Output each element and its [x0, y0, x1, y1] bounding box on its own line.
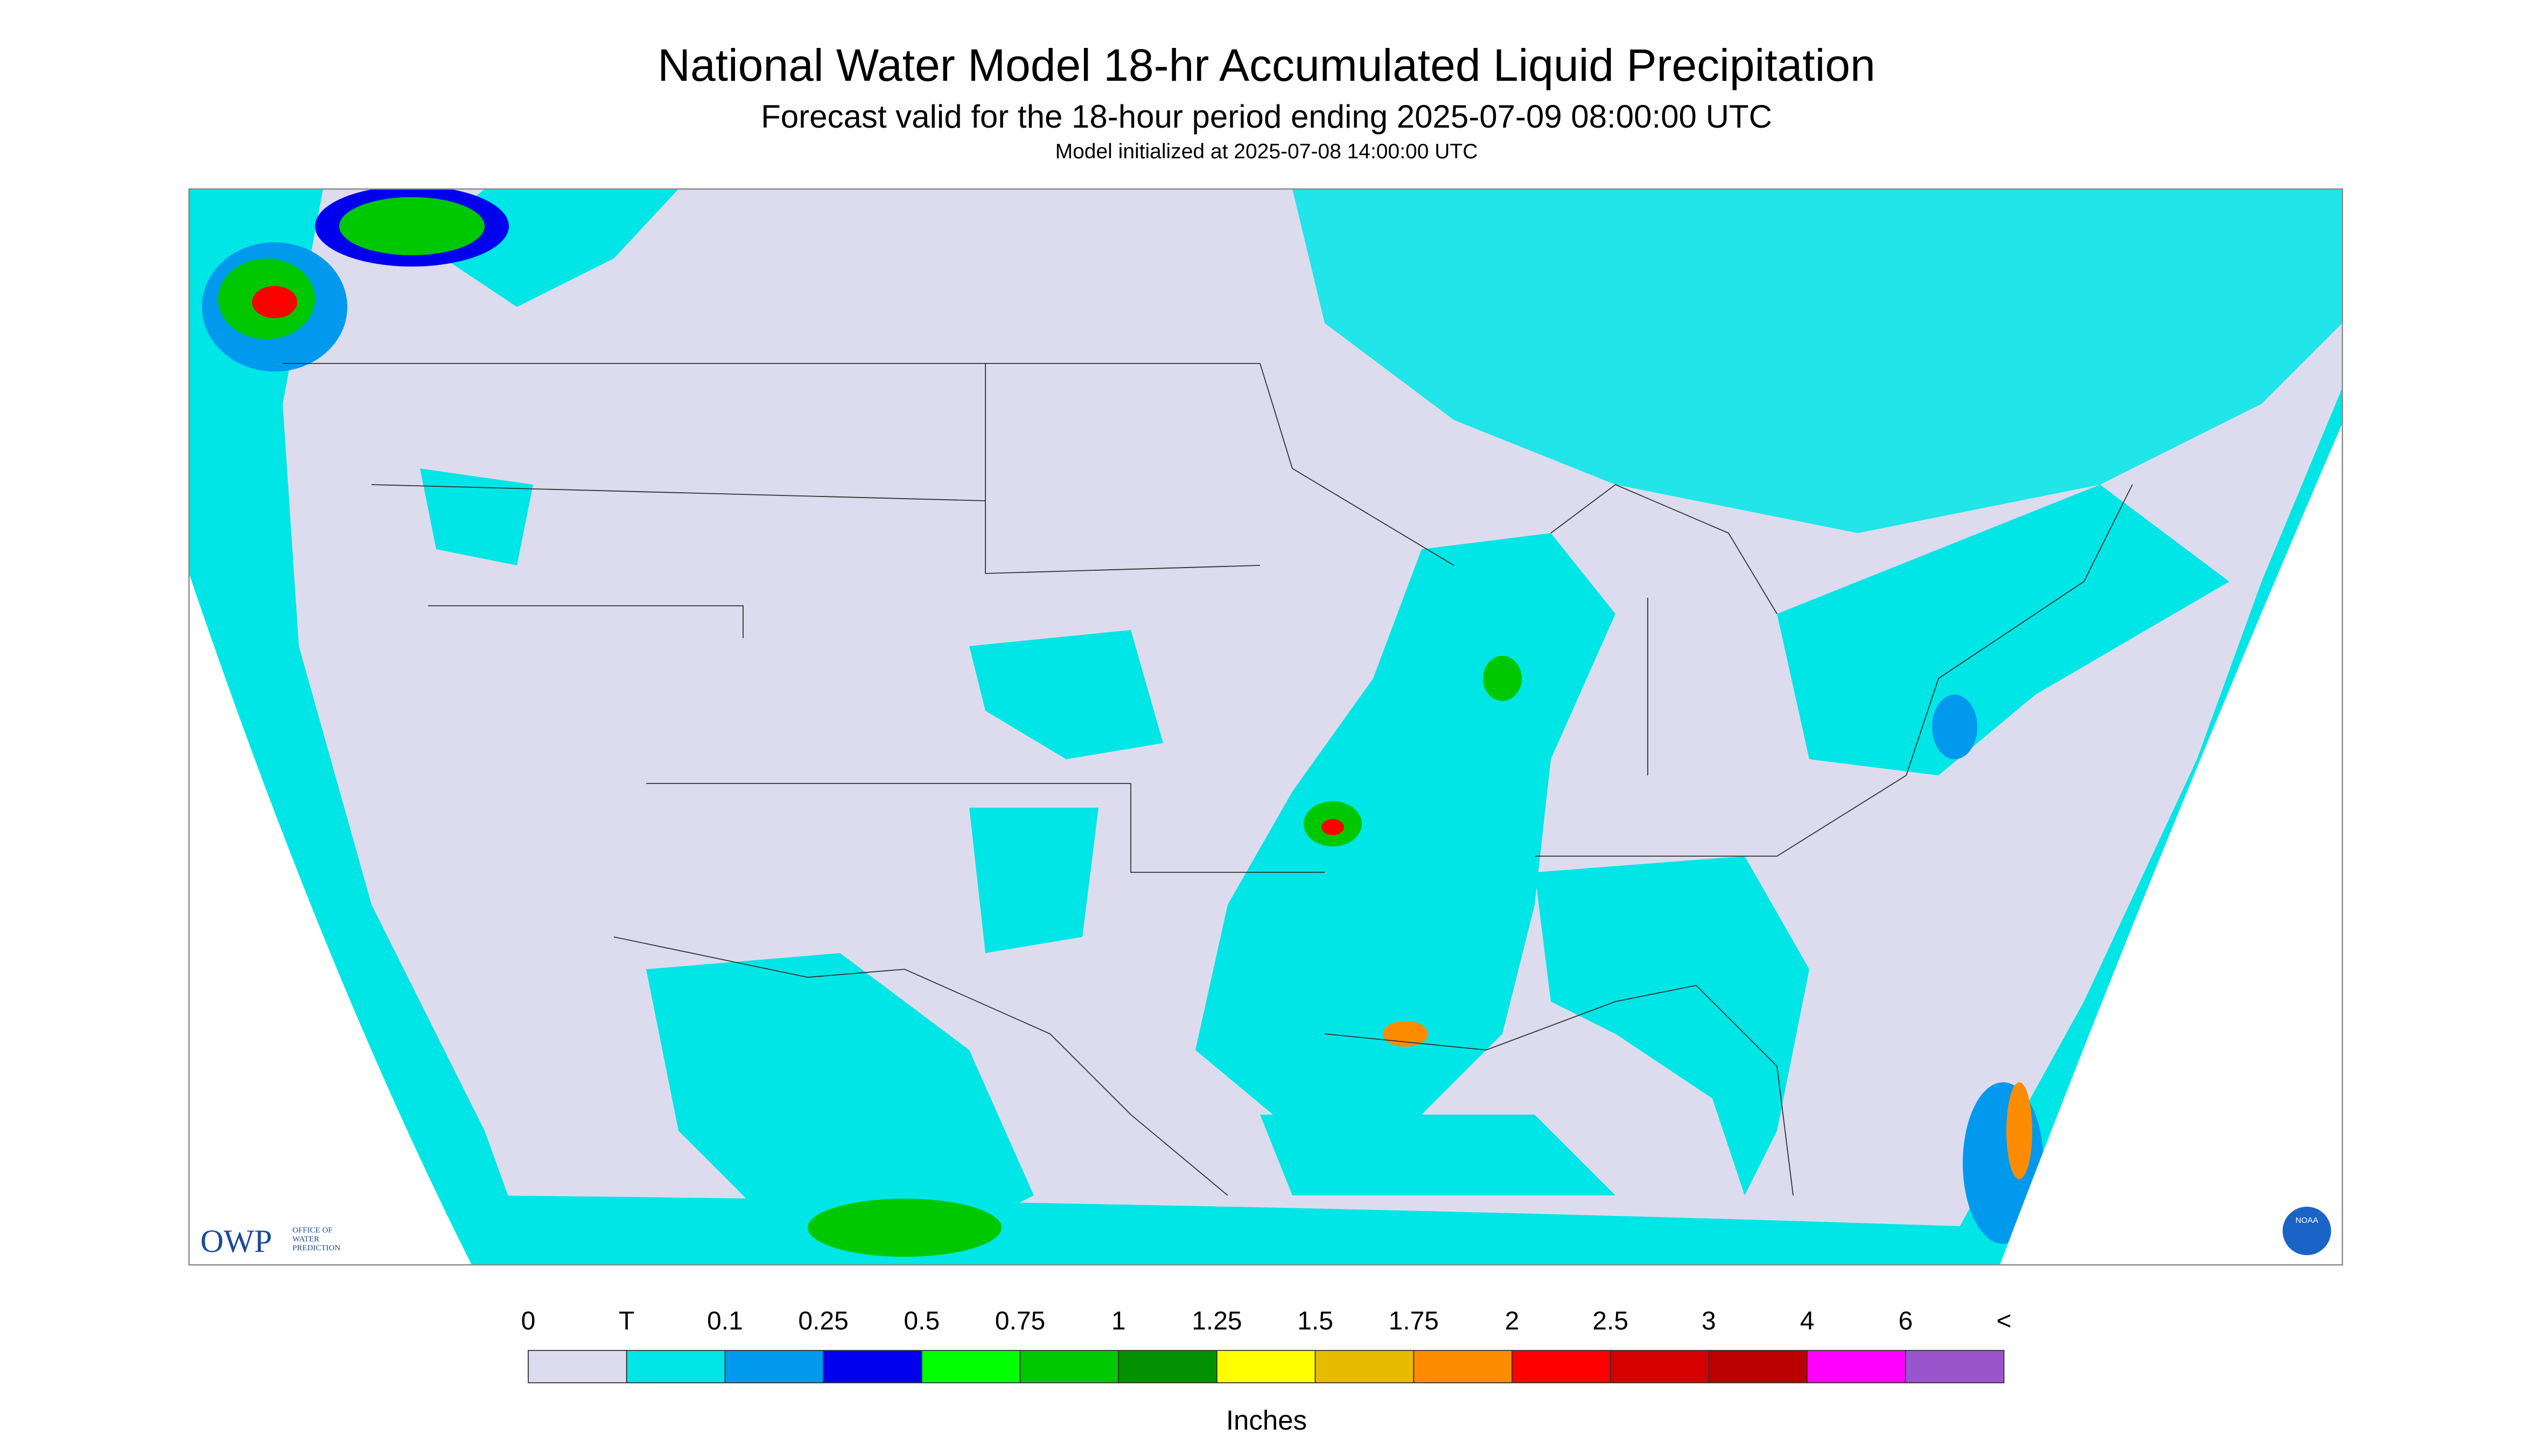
legend-label: 0.5 — [904, 1307, 940, 1335]
legend-label: 6 — [1898, 1307, 1913, 1335]
legend-label: 1.75 — [1389, 1307, 1439, 1335]
legend-label: 0 — [521, 1307, 536, 1335]
legend-swatch — [528, 1350, 627, 1383]
precip-core — [1383, 1021, 1428, 1047]
owp-logo-line: PREDICTION — [292, 1244, 340, 1252]
owp-logo-line: OFFICE OF — [292, 1226, 333, 1235]
legend-label: 1 — [1111, 1307, 1126, 1335]
legend-swatch — [1413, 1350, 1513, 1383]
noaa-logo — [2283, 1207, 2331, 1256]
precip-area — [969, 808, 1098, 954]
init-time: Model initialized at 2025-07-08 14:00:00… — [1055, 140, 1478, 163]
legend-swatch — [626, 1350, 726, 1383]
map-frame — [188, 188, 2343, 1266]
noaa-logo-text: NOAA — [2296, 1216, 2319, 1225]
precip-core — [2006, 1082, 2032, 1180]
legend-label: 0.75 — [995, 1307, 1045, 1335]
legend-swatch — [1708, 1350, 1808, 1383]
legend-label: < — [1996, 1307, 2011, 1335]
precip-core — [339, 197, 485, 256]
legend-swatch — [1610, 1350, 1710, 1383]
precip-area — [420, 468, 533, 566]
precip-area — [1535, 856, 1809, 1196]
legend: 0 T 0.1 0.25 0.5 0.75 1 1.25 1.5 1.75 2 2.5 3 4 6 < — [521, 1307, 2012, 1383]
legend-label: 2.5 — [1592, 1307, 1628, 1335]
legend-label: 2 — [1505, 1307, 1520, 1335]
legend-label: 1.5 — [1297, 1307, 1333, 1335]
legend-swatch — [1807, 1350, 1906, 1383]
legend-label: 0.25 — [798, 1307, 848, 1335]
map-edge — [2000, 423, 2342, 1265]
legend-label: 0.1 — [707, 1307, 743, 1335]
title: National Water Model 18-hr Accumulated L… — [657, 40, 1875, 90]
precip-core — [1483, 656, 1522, 702]
map-edge — [189, 573, 472, 1265]
legend-label: 3 — [1702, 1307, 1716, 1335]
legend-swatch — [1905, 1350, 2005, 1383]
legend-swatch — [823, 1350, 922, 1383]
legend-label: 1.25 — [1192, 1307, 1242, 1335]
legend-swatch — [1512, 1350, 1611, 1383]
legend-swatch — [1314, 1350, 1415, 1383]
legend-swatch — [724, 1350, 824, 1383]
precip-area — [1777, 485, 2229, 776]
precip-core — [808, 1199, 1002, 1257]
boundaries — [283, 363, 2133, 1196]
owp-logo-line: WATER — [292, 1235, 319, 1244]
precip-area — [969, 630, 1163, 760]
legend-swatch — [1118, 1350, 1217, 1383]
owp-logo: OWP — [200, 1223, 272, 1259]
precip-core — [252, 286, 297, 319]
legend-label: T — [619, 1307, 634, 1335]
legend-unit: Inches — [1226, 1405, 1307, 1436]
subtitle: Forecast valid for the 18-hour period en… — [761, 99, 1772, 135]
precip-area — [1292, 189, 2342, 534]
legend-label: 4 — [1800, 1307, 1815, 1335]
legend-swatch — [1019, 1350, 1119, 1383]
precip-area — [1260, 1115, 1615, 1196]
precip-area — [646, 953, 1034, 1261]
legend-swatch — [1216, 1350, 1316, 1383]
precip-core — [1321, 819, 1344, 836]
precip-core — [1932, 695, 1977, 760]
legend-swatch — [921, 1350, 1021, 1383]
